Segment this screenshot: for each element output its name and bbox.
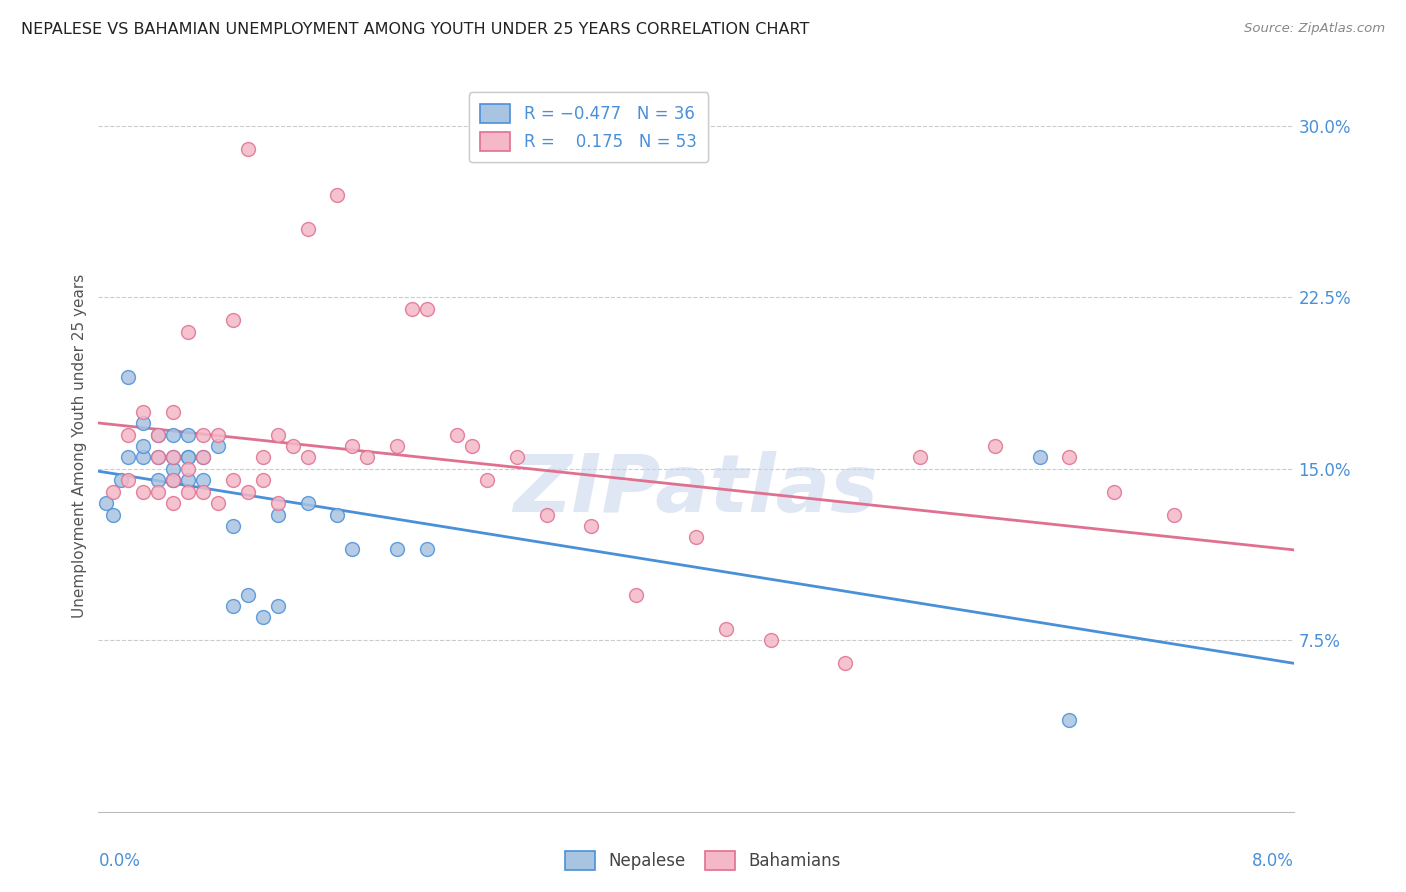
Point [685,530,707,544]
Point [236,142,259,156]
Point [222,473,245,487]
Point [385,541,409,556]
Point [162,450,184,465]
Point [446,427,468,442]
Point [416,541,439,556]
Point [1028,450,1050,465]
Point [536,508,558,522]
Point [207,439,229,453]
Point [191,450,214,465]
Point [207,427,229,442]
Point [222,519,245,533]
Point [177,473,200,487]
Point [177,450,200,465]
Point [281,439,304,453]
Point [1102,484,1125,499]
Point [834,656,856,670]
Point [759,633,782,648]
Point [401,301,423,316]
Point [714,622,737,636]
Point [162,462,184,476]
Point [162,496,184,510]
Point [132,439,155,453]
Point [207,496,229,510]
Point [342,439,364,453]
Point [162,405,184,419]
Point [461,439,484,453]
Legend: Nepalese, Bahamians: Nepalese, Bahamians [558,844,848,877]
Point [177,484,200,499]
Point [117,473,139,487]
Point [385,439,409,453]
Point [297,222,319,236]
Point [581,519,603,533]
Point [132,405,155,419]
Point [342,541,364,556]
Point [1059,450,1081,465]
Point [983,439,1005,453]
Point [148,427,170,442]
Point [132,416,155,430]
Point [162,473,184,487]
Text: Source: ZipAtlas.com: Source: ZipAtlas.com [1244,22,1385,36]
Point [267,599,290,613]
Point [148,473,170,487]
Point [252,473,274,487]
Legend: R = −0.477   N = 36, R =    0.175   N = 53: R = −0.477 N = 36, R = 0.175 N = 53 [468,92,709,162]
Point [267,427,290,442]
Point [162,473,184,487]
Point [148,427,170,442]
Point [908,450,931,465]
Y-axis label: Unemployment Among Youth under 25 years: Unemployment Among Youth under 25 years [72,274,87,618]
Point [177,325,200,339]
Point [132,484,155,499]
Point [191,450,214,465]
Point [162,427,184,442]
Point [191,473,214,487]
Point [191,427,214,442]
Point [222,599,245,613]
Point [94,496,117,510]
Point [132,450,155,465]
Point [624,588,647,602]
Point [103,484,125,499]
Text: NEPALESE VS BAHAMIAN UNEMPLOYMENT AMONG YOUTH UNDER 25 YEARS CORRELATION CHART: NEPALESE VS BAHAMIAN UNEMPLOYMENT AMONG … [21,22,810,37]
Point [117,427,139,442]
Point [162,450,184,465]
Point [506,450,529,465]
Point [297,496,319,510]
Point [191,484,214,499]
Point [416,301,439,316]
Text: ZIPatlas: ZIPatlas [513,450,879,529]
Point [236,484,259,499]
Point [117,450,139,465]
Point [267,508,290,522]
Point [252,610,274,624]
Point [1059,714,1081,728]
Point [103,508,125,522]
Point [177,462,200,476]
Point [177,427,200,442]
Point [222,313,245,327]
Point [297,450,319,465]
Point [177,450,200,465]
Point [1163,508,1185,522]
Text: 0.0%: 0.0% [98,852,141,870]
Point [236,588,259,602]
Point [356,450,378,465]
Point [252,450,274,465]
Point [117,370,139,384]
Point [148,484,170,499]
Point [475,473,498,487]
Point [162,473,184,487]
Point [148,450,170,465]
Point [326,508,349,522]
Point [110,473,132,487]
Point [267,496,290,510]
Point [148,450,170,465]
Point [326,187,349,202]
Text: 8.0%: 8.0% [1251,852,1294,870]
